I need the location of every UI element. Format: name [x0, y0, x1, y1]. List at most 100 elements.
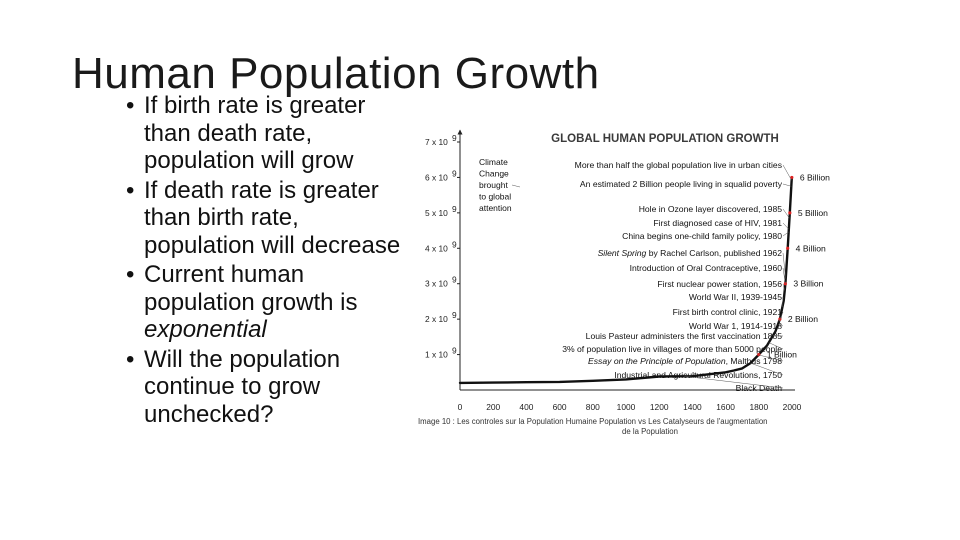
- event-annotation: Silent Spring by Rachel Carlson, publish…: [598, 248, 783, 258]
- event-annotation-text: First nuclear power station, 1956: [657, 279, 782, 289]
- event-annotation-text: Silent Spring: [598, 248, 647, 258]
- y-tick-exponent: 9: [452, 204, 457, 214]
- x-tick-label: 0: [458, 402, 463, 412]
- population-line: [458, 176, 793, 385]
- annotation-leader-line: [782, 222, 790, 230]
- y-tick-exponent: 9: [452, 275, 457, 285]
- annotation-leader-line: [782, 231, 789, 237]
- annotation-leader-line: [758, 354, 784, 362]
- population-marker: [786, 246, 790, 250]
- event-annotation-text: Industrial and Agricultural Revolutions,…: [614, 370, 782, 380]
- side-note-line: Change: [479, 169, 509, 179]
- event-annotation: More than half the global population liv…: [575, 160, 782, 170]
- x-tick-label: 1400: [683, 402, 702, 412]
- event-annotation: China begins one-child family policy, 19…: [622, 231, 782, 241]
- event-annotation: First birth control clinic, 1921: [673, 307, 783, 317]
- event-annotation-suffix: by Rachel Carlson, published 1962: [646, 248, 782, 258]
- y-tick-label: 3 x 10: [425, 279, 448, 289]
- bullet-emphasis: exponential: [144, 316, 267, 343]
- event-annotation: An estimated 2 Billion people living in …: [580, 179, 783, 189]
- bullet-text: If death rate is greater than birth rate…: [144, 176, 401, 259]
- event-annotation: 3% of population live in villages of mor…: [562, 344, 782, 354]
- side-note-line: attention: [479, 203, 512, 213]
- y-tick-exponent: 9: [452, 310, 457, 320]
- side-note-line: Climate: [479, 157, 508, 167]
- event-annotation-text: More than half the global population liv…: [575, 160, 782, 170]
- event-annotation-text: An estimated 2 Billion people living in …: [580, 179, 783, 189]
- annotation-leader-line: [768, 342, 784, 350]
- annotation-leader-line: [782, 164, 792, 181]
- event-annotation: Hole in Ozone layer discovered, 1985: [639, 204, 783, 214]
- y-tick-exponent: 9: [452, 168, 457, 178]
- y-tick-exponent: 9: [452, 133, 457, 143]
- population-label: 6 Billion: [800, 172, 830, 182]
- population-label: 3 Billion: [793, 279, 823, 289]
- population-label: 5 Billion: [798, 208, 828, 218]
- y-tick-label: 1 x 10: [425, 350, 448, 360]
- y-tick-label: 5 x 10: [425, 208, 448, 218]
- event-annotation-text: Louis Pasteur administers the first vacc…: [586, 331, 783, 341]
- event-annotation-text: World War II, 1939-1945: [689, 292, 782, 302]
- event-annotation: First diagnosed case of HIV, 1981: [653, 218, 782, 228]
- chart-caption: de la Population: [622, 427, 678, 436]
- population-label: 2 Billion: [788, 314, 818, 324]
- event-annotation-text: China begins one-child family policy, 19…: [622, 231, 782, 241]
- side-note-line: to global: [479, 192, 511, 202]
- annotation-leader-line: [684, 376, 784, 389]
- x-tick-label: 200: [486, 402, 500, 412]
- event-annotation-text: 3% of population live in villages of mor…: [562, 344, 782, 354]
- annotation-leader-line: [777, 323, 784, 327]
- event-annotation-suffix: , Malthus 1798: [726, 356, 783, 366]
- event-annotation-text: World War 1, 1914-1918: [689, 321, 782, 331]
- bullet-item: If death rate is greater than birth rate…: [122, 177, 407, 260]
- bullet-item: Current human population growth is expon…: [122, 261, 407, 344]
- annotation-leader-line: [782, 296, 784, 308]
- event-annotation-text: Essay on the Principle of Population: [588, 356, 726, 366]
- x-tick-label: 1000: [617, 402, 636, 412]
- annotation-leader-line: [782, 208, 790, 219]
- x-tick-label: 1200: [650, 402, 669, 412]
- population-label: 4 Billion: [796, 243, 826, 253]
- x-tick-label: 600: [553, 402, 567, 412]
- event-annotation-text: First birth control clinic, 1921: [673, 307, 783, 317]
- bullet-text: Current human population growth is: [144, 261, 358, 316]
- annotation-leader-line: [778, 311, 784, 322]
- population-marker: [788, 211, 792, 215]
- side-note-leader: [511, 184, 521, 188]
- y-tick-label: 6 x 10: [425, 172, 448, 182]
- annotation-leader-line: [750, 362, 784, 376]
- annotation-leader-line: [782, 252, 786, 279]
- population-marker: [790, 175, 794, 180]
- x-tick-label: 1600: [716, 402, 735, 412]
- event-annotation: World War 1, 1914-1918: [689, 321, 782, 331]
- event-annotation: Industrial and Agricultural Revolutions,…: [614, 370, 782, 380]
- annotation-leader-line: [782, 283, 785, 291]
- bullet-item: Will the population continue to grow unc…: [122, 346, 407, 429]
- event-annotation-text: Hole in Ozone layer discovered, 1985: [639, 204, 783, 214]
- slide-title: Human Population Growth: [72, 49, 600, 98]
- x-tick-label: 2000: [783, 402, 802, 412]
- event-annotation-text: First diagnosed case of HIV, 1981: [653, 218, 782, 228]
- x-tick-label: 1800: [749, 402, 768, 412]
- annotation-leader-line: [782, 267, 786, 284]
- x-tick-label: 800: [586, 402, 600, 412]
- bullet-text: If birth rate is greater than death rate…: [144, 92, 366, 174]
- y-tick-exponent: 9: [452, 346, 457, 356]
- bullet-text: Will the population continue to grow unc…: [144, 345, 341, 428]
- event-annotation-text: Introduction of Oral Contraceptive, 1960: [630, 263, 783, 273]
- event-annotation: Introduction of Oral Contraceptive, 1960: [630, 263, 783, 273]
- population-growth-chart: GLOBAL HUMAN POPULATION GROWTH 1 x 10 9 2 x…: [418, 129, 830, 436]
- chart-caption: Image 10 : Les controles sur la Populati…: [418, 417, 768, 426]
- x-tick-label: 400: [519, 402, 533, 412]
- bullet-list: If birth rate is greater than death rate…: [122, 92, 407, 430]
- event-annotation: Black Death: [736, 383, 783, 393]
- side-note-line: brought: [479, 180, 508, 190]
- bullet-item: If birth rate is greater than death rate…: [122, 92, 407, 175]
- population-label: 1 Billion: [767, 350, 797, 360]
- y-tick-label: 2 x 10: [425, 314, 448, 324]
- chart-title: GLOBAL HUMAN POPULATION GROWTH: [551, 133, 779, 145]
- event-annotation: Louis Pasteur administers the first vacc…: [586, 331, 783, 341]
- y-tick-exponent: 9: [452, 239, 457, 249]
- event-annotation: World War II, 1939-1945: [689, 292, 782, 302]
- event-annotation: Essay on the Principle of Population, Ma…: [588, 356, 782, 366]
